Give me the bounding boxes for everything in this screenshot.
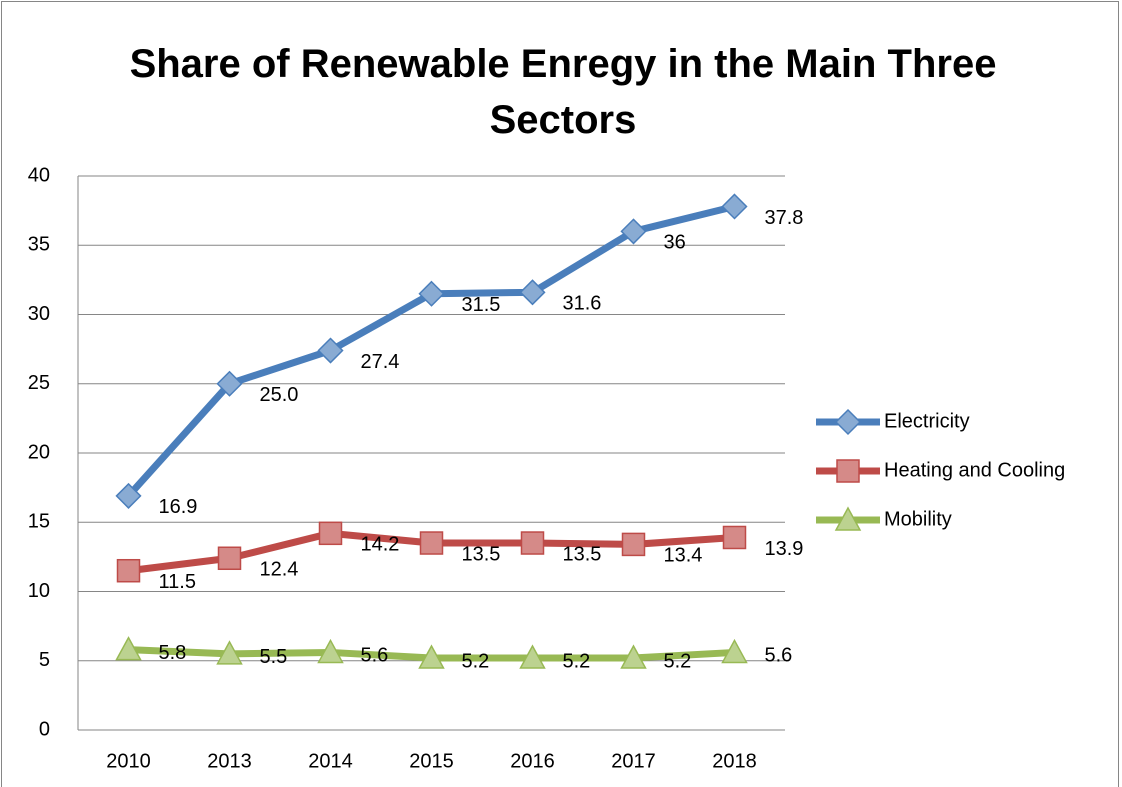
marker [418,280,445,307]
marker [721,193,748,220]
data-label: 36 [664,232,686,254]
marker [116,558,141,583]
y-tick-label: 5 [39,649,50,671]
marker [217,546,242,571]
legend-label: Heating and Cooling [884,459,1065,481]
x-tick-label: 2016 [510,750,555,772]
y-tick-label: 40 [28,164,50,186]
marker [115,636,142,661]
y-tick-label: 20 [28,441,50,463]
chart-title: Share of Renewable Enregy in the Main Th… [129,42,997,142]
y-tick-label: 25 [28,372,50,394]
y-tick-label: 30 [28,303,50,325]
marker [620,644,647,669]
marker [621,532,646,557]
legend-label: Electricity [884,410,970,432]
data-label: 13.9 [765,538,804,560]
data-label: 11.5 [159,571,196,593]
data-label: 5.6 [361,645,389,667]
marker [520,531,545,555]
marker [834,506,862,531]
data-label: 5.2 [563,650,591,672]
data-label: 37.8 [765,207,804,229]
data-label: 5.5 [260,646,288,668]
marker [721,638,748,664]
y-tick-label: 35 [28,234,50,256]
marker [834,408,862,436]
data-label: 13.5 [563,543,602,565]
data-label: 13.5 [462,543,501,565]
data-label: 31.5 [462,294,501,316]
marker [317,337,344,364]
data-label: 14.2 [361,534,400,556]
marker [519,644,546,669]
x-tick-label: 2010 [106,750,151,772]
data-label: 5.2 [462,650,490,672]
marker [216,370,243,397]
marker [620,218,647,245]
x-tick-label: 2014 [308,750,353,772]
marker [318,521,343,546]
y-tick-label: 0 [39,718,50,740]
data-label: 5.8 [159,642,187,664]
marker [216,640,243,665]
marker [115,482,142,509]
data-label: 5.2 [664,650,692,672]
x-tick-label: 2017 [611,750,656,772]
data-label: 27.4 [361,351,400,373]
legend-label: Mobility [884,508,952,530]
marker [317,638,344,664]
x-tick-label: 2018 [712,750,757,772]
data-label: 16.9 [159,496,198,518]
data-label: 5.6 [765,645,793,667]
data-label: 31.6 [563,293,602,315]
y-tick-label: 10 [28,580,50,602]
marker [836,459,860,483]
data-label: 13.4 [664,545,703,567]
x-tick-label: 2015 [409,750,454,772]
x-tick-label: 2013 [207,750,252,772]
marker [722,525,747,550]
marker [419,531,444,555]
marker [519,279,546,306]
data-label: 12.4 [260,559,299,581]
data-label: 25.0 [260,384,299,406]
marker [418,644,445,669]
y-tick-label: 15 [28,511,50,533]
